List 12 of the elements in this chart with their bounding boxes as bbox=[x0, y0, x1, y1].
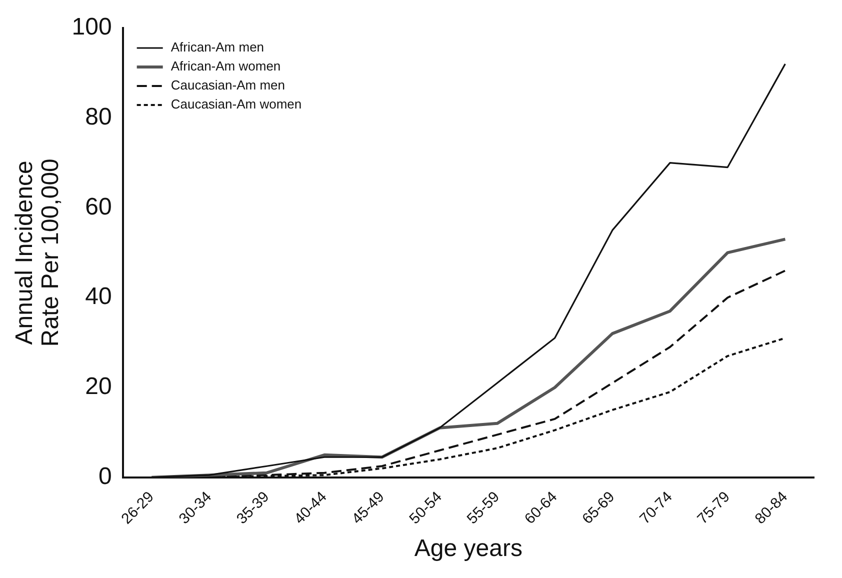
x-axis-title: Age years bbox=[414, 535, 522, 562]
y-tick-label: 40 bbox=[85, 283, 112, 310]
y-tick-label: 100 bbox=[72, 14, 112, 41]
legend-label: African-Am women bbox=[170, 58, 281, 74]
legend-label: African-Am men bbox=[170, 40, 264, 55]
y-axis-title: Annual Incidence Rate Per 100,000 bbox=[10, 158, 64, 347]
y-tick-label: 0 bbox=[98, 462, 112, 490]
legend-label: Caucasian-Am women bbox=[170, 96, 302, 112]
y-tick-label: 20 bbox=[85, 373, 112, 400]
y-tick-label: 60 bbox=[85, 193, 112, 220]
legend-label: Caucasian-Am men bbox=[170, 78, 285, 93]
y-tick-label: 80 bbox=[85, 103, 112, 130]
